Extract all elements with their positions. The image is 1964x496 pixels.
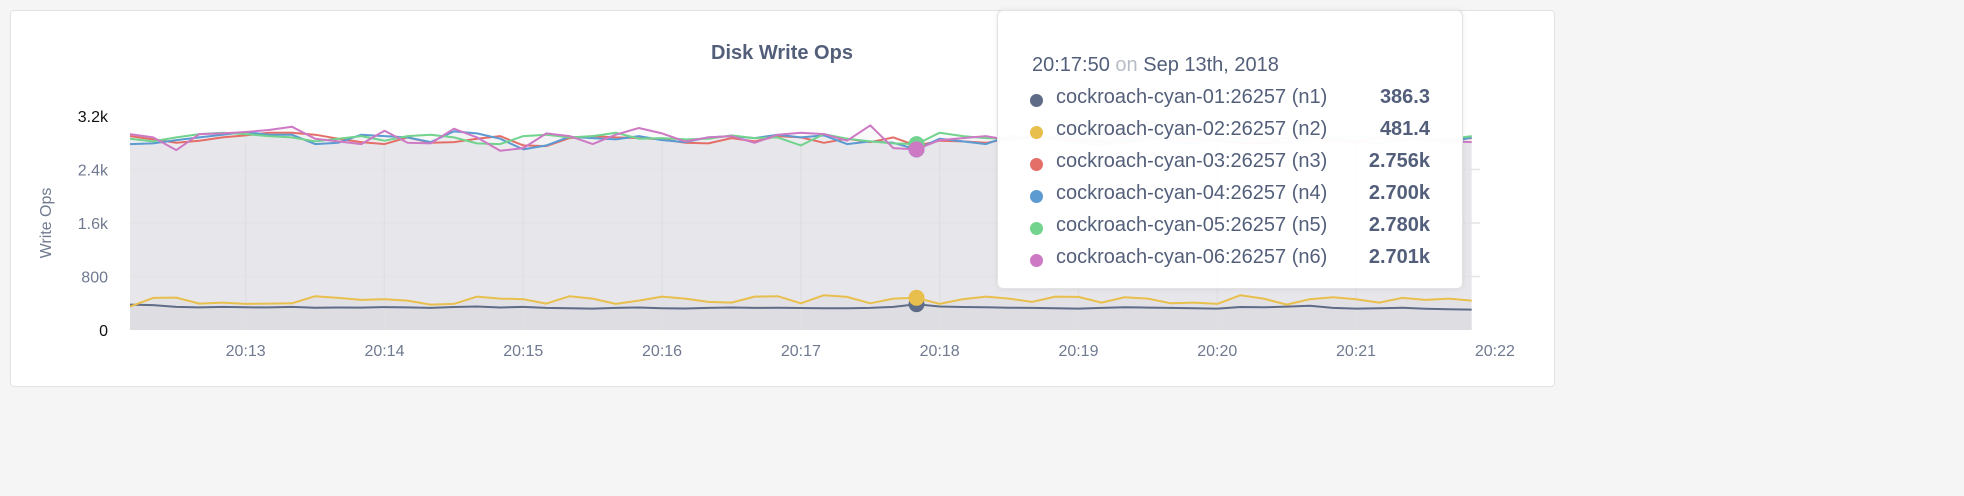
tooltip-time: 20:17:50	[1032, 54, 1110, 76]
tooltip-row: cockroach-cyan-05:26257 (n5) 2.780k	[1030, 214, 1430, 244]
x-tick-label: 20:17	[781, 343, 821, 360]
hover-point-n6	[908, 141, 925, 158]
tooltip-series-value: 2.700k	[1368, 182, 1430, 204]
tooltip-series-label: cockroach-cyan-04:26257 (n4)	[1056, 182, 1328, 204]
x-tick-label: 20:19	[1058, 343, 1098, 360]
tooltip-row: cockroach-cyan-03:26257 (n3) 2.756k	[1030, 150, 1430, 180]
x-tick-label: 20:18	[920, 343, 960, 360]
tooltip-series-label: cockroach-cyan-02:26257 (n2)	[1056, 118, 1328, 140]
x-tick-label: 20:20	[1197, 343, 1237, 360]
tooltip-row: cockroach-cyan-06:26257 (n6) 2.701k	[1030, 246, 1430, 276]
y-tick-label: 800	[81, 270, 108, 287]
series-color-dot-icon	[1030, 222, 1043, 235]
y-tick-label: 1.6k	[78, 216, 109, 233]
series-color-dot-icon	[1030, 190, 1043, 203]
tooltip-date: Sep 13th, 2018	[1143, 54, 1279, 76]
tooltip-series-value: 2.701k	[1368, 246, 1430, 268]
tooltip-series-value: 2.756k	[1368, 150, 1430, 172]
tooltip-row: cockroach-cyan-04:26257 (n4) 2.700k	[1030, 182, 1430, 212]
tooltip-series-label: cockroach-cyan-05:26257 (n5)	[1056, 214, 1328, 236]
series-color-dot-icon	[1030, 94, 1043, 107]
chart-title: Disk Write Ops	[711, 42, 853, 64]
tooltip-on: on	[1115, 54, 1138, 76]
x-tick-label: 20:14	[364, 343, 404, 360]
tooltip-series-value: 481.4	[1379, 118, 1430, 140]
series-color-dot-icon	[1030, 158, 1043, 171]
tooltip-series-label: cockroach-cyan-03:26257 (n3)	[1056, 150, 1328, 172]
y-tick-label: 2.4k	[78, 163, 109, 180]
series-line-n2	[129, 294, 1472, 308]
tooltip-header: 20:17:50 on Sep 13th, 2018	[1032, 54, 1279, 77]
x-tick-label: 20:16	[642, 343, 682, 360]
y-tick-label: 3.2k	[78, 109, 109, 126]
tooltip-row: cockroach-cyan-02:26257 (n2) 481.4	[1030, 118, 1430, 148]
tooltip-series-label: cockroach-cyan-01:26257 (n1)	[1056, 86, 1328, 108]
tooltip-series-value: 386.3	[1379, 86, 1430, 108]
x-tick-label: 20:21	[1336, 343, 1376, 360]
tooltip-series-label: cockroach-cyan-06:26257 (n6)	[1056, 246, 1328, 268]
x-tick-label: 20:22	[1475, 343, 1515, 360]
y-axis-label: Write Ops	[38, 188, 55, 259]
tooltip-series-value: 2.780k	[1368, 214, 1430, 236]
x-tick-label: 20:15	[503, 343, 543, 360]
hover-point-n2	[908, 289, 925, 306]
series-line-n1	[129, 303, 1472, 311]
y-tick-label: 0	[99, 323, 108, 340]
series-color-dot-icon	[1030, 254, 1043, 267]
chart-tooltip: 20:17:50 on Sep 13th, 2018 cockroach-cya…	[997, 10, 1463, 289]
tooltip-row: cockroach-cyan-01:26257 (n1) 386.3	[1030, 86, 1430, 116]
x-tick-label: 20:13	[226, 343, 266, 360]
series-color-dot-icon	[1030, 126, 1043, 139]
